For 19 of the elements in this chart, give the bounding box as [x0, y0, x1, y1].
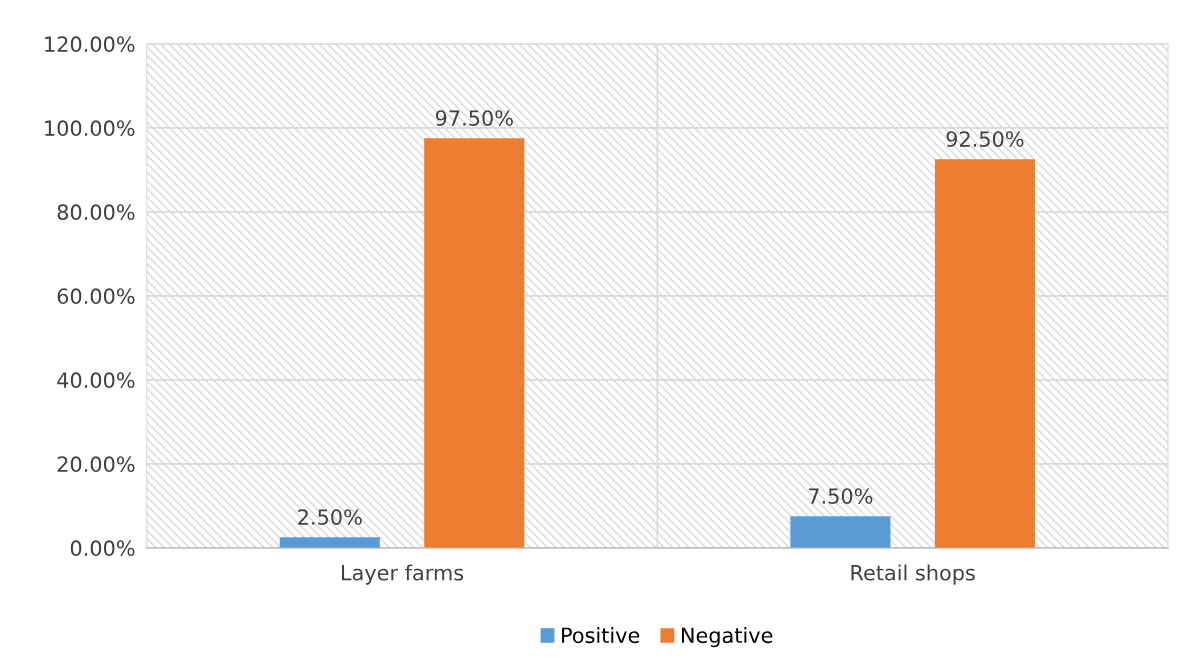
bar — [790, 516, 891, 548]
legend-label: Positive — [562, 627, 640, 644]
data-label: 2.50% — [298, 509, 362, 525]
y-tick-label: 40.00% — [57, 372, 135, 389]
legend-label: Negative — [681, 627, 773, 648]
y-tick-label: 20.00% — [57, 456, 135, 473]
data-label: 97.50% — [435, 110, 513, 126]
bar — [279, 537, 380, 548]
bar — [424, 138, 525, 548]
x-tick-label: Layer farms — [342, 564, 464, 585]
y-tick-label: 100.00% — [45, 120, 135, 137]
y-tick-label: 120.00% — [45, 36, 135, 53]
y-tick-label: 60.00% — [57, 288, 135, 305]
x-tick-label: Retail shops — [851, 564, 975, 585]
y-tick-label: 0.00% — [70, 540, 135, 557]
bar — [934, 159, 1035, 548]
data-label: 7.50% — [809, 488, 873, 504]
data-label: 92.50% — [946, 131, 1024, 147]
y-tick-label: 80.00% — [57, 204, 135, 221]
